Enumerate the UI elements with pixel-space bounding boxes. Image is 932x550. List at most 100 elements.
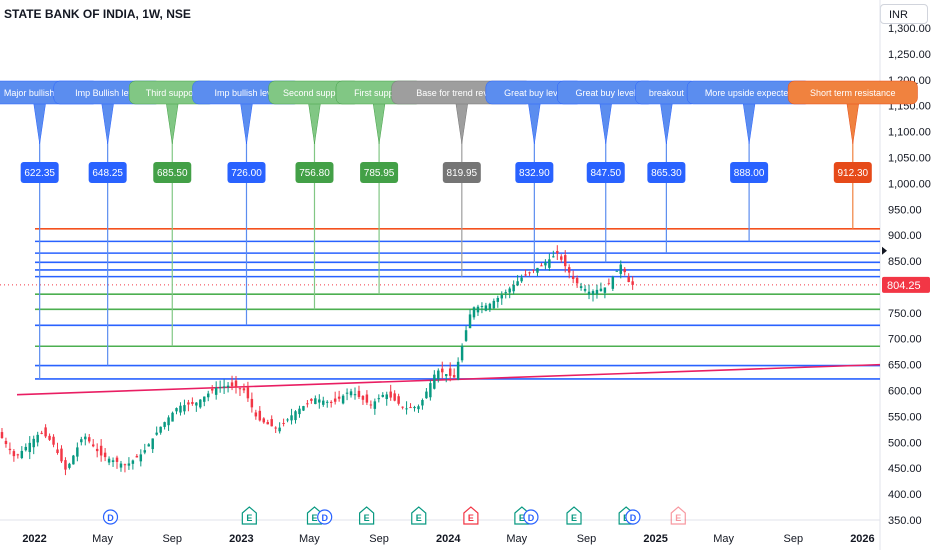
- level-annotation: Imp bullish level 726.00: [192, 80, 301, 326]
- candle: [556, 245, 559, 261]
- candle-body: [12, 451, 16, 457]
- candle: [318, 394, 321, 409]
- candle-body: [210, 388, 214, 391]
- candle: [401, 406, 404, 410]
- candle-body: [571, 276, 575, 280]
- candle-body: [488, 303, 492, 310]
- candle: [623, 267, 626, 276]
- candle: [238, 387, 242, 396]
- candle-body: [218, 387, 222, 389]
- candle: [234, 375, 238, 394]
- event-badge: [241, 506, 257, 525]
- candle-body: [484, 305, 488, 311]
- candle-body: [254, 412, 258, 417]
- candle: [393, 390, 396, 402]
- candle-body: [322, 400, 325, 405]
- annotation-value: 785.95: [364, 168, 395, 179]
- candle-body: [373, 401, 377, 409]
- candle-body: [191, 402, 194, 404]
- annotation-label: Major bullish level: [4, 88, 76, 98]
- candle: [151, 438, 154, 453]
- candle: [329, 400, 333, 408]
- candle: [278, 422, 281, 434]
- annotation-pointer: [240, 102, 253, 145]
- chart-title: STATE BANK OF INDIA, 1W, NSE: [4, 7, 191, 21]
- candle: [385, 391, 388, 406]
- annotation-value-tag: [88, 162, 127, 183]
- annotation-value-tag: [153, 162, 192, 183]
- y-tick-label: 450.00: [888, 463, 922, 475]
- candle-body: [575, 277, 579, 284]
- candle: [135, 454, 139, 458]
- candle-body: [238, 388, 242, 390]
- annotation-label: Second support: [283, 88, 347, 98]
- candle-body: [262, 418, 266, 423]
- y-tick-label: 900.00: [888, 230, 922, 242]
- candle-body: [567, 267, 571, 273]
- candle-body: [631, 281, 634, 285]
- candle-body: [429, 383, 432, 398]
- y-tick-label: 350.00: [888, 515, 922, 527]
- candle: [242, 383, 246, 394]
- last-price-tag: 804.25: [882, 276, 930, 293]
- event-label: E: [416, 513, 422, 523]
- candle: [195, 402, 198, 412]
- candle-body: [532, 269, 535, 271]
- candle-body: [460, 346, 464, 361]
- candle-body: [516, 281, 519, 286]
- candle: [413, 405, 416, 412]
- candle-body: [480, 306, 484, 308]
- annotation-value-tag: [295, 162, 334, 183]
- candle-body: [155, 432, 158, 435]
- annotation-pointer: [528, 102, 541, 145]
- candle-body: [329, 401, 333, 403]
- candle-body: [552, 256, 555, 258]
- candle: [131, 459, 135, 470]
- candle: [571, 270, 575, 284]
- annotation-pointer: [660, 102, 673, 145]
- candle: [333, 391, 337, 405]
- candle-body: [504, 292, 507, 294]
- level-annotation: More upside expected 888.00: [686, 80, 812, 242]
- candle: [524, 269, 527, 277]
- candle-body: [0, 432, 4, 438]
- candle: [326, 400, 329, 408]
- candle-body: [214, 387, 218, 395]
- event-label: E: [364, 513, 370, 523]
- candle: [492, 298, 496, 309]
- candle: [302, 405, 305, 412]
- candle: [187, 399, 190, 412]
- annotation-value-tag: [730, 162, 769, 183]
- candle-body: [540, 265, 543, 267]
- candle-body: [472, 307, 476, 318]
- candle: [607, 278, 611, 285]
- annotation-value: 756.80: [299, 168, 330, 179]
- candle-body: [377, 398, 381, 400]
- candle: [496, 295, 500, 308]
- annotation-value: 648.25: [92, 168, 123, 179]
- candle: [258, 406, 262, 422]
- event-badge: [359, 506, 375, 525]
- last-price-label: 804.25: [887, 280, 921, 292]
- annotation-label: Great buy level: [504, 88, 565, 98]
- candle: [397, 393, 400, 406]
- candle-body: [24, 446, 28, 451]
- candle-body: [607, 283, 611, 285]
- annotation-pointer: [599, 102, 613, 145]
- event-label: D: [528, 513, 535, 523]
- candle: [163, 421, 166, 430]
- candle: [429, 379, 432, 401]
- candle: [567, 264, 571, 279]
- candle: [36, 431, 39, 447]
- candle-body: [318, 399, 321, 403]
- candle-body: [99, 445, 103, 456]
- candle-body: [290, 415, 293, 421]
- event-label: D: [321, 513, 328, 523]
- candle-body: [48, 435, 51, 440]
- annotation-bubble: [787, 80, 918, 105]
- candle-body: [151, 438, 154, 450]
- candle-body: [615, 270, 619, 272]
- event-badge: [317, 509, 333, 525]
- x-tick-label: May: [506, 533, 527, 545]
